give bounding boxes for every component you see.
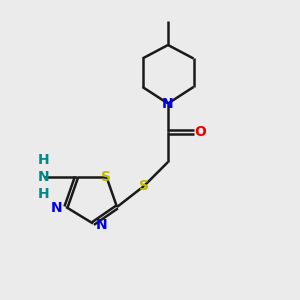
Text: S: S [101, 170, 112, 184]
Text: O: O [194, 125, 206, 139]
Text: H: H [38, 154, 49, 167]
Text: S: S [139, 179, 149, 193]
Text: N: N [38, 170, 49, 184]
Text: N: N [162, 97, 174, 110]
Text: H: H [38, 187, 49, 200]
Text: N: N [96, 218, 108, 232]
Text: N: N [51, 202, 63, 215]
